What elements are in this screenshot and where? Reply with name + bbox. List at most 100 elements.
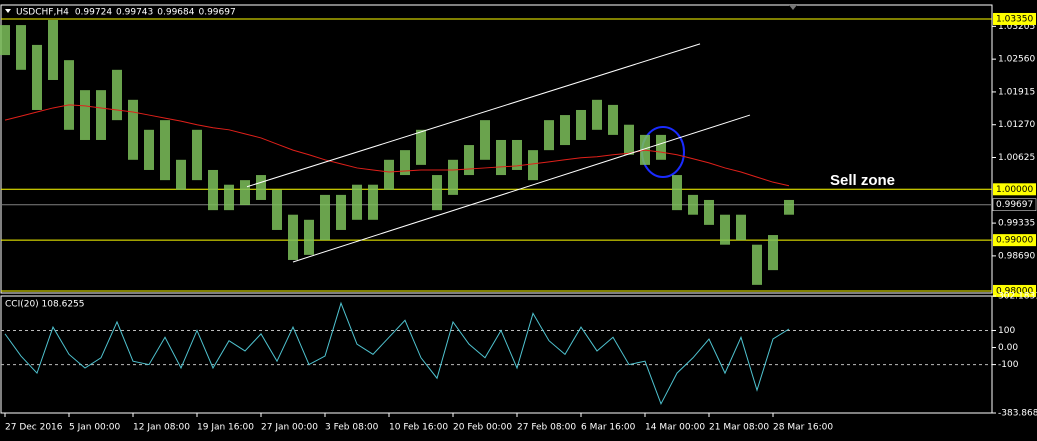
- price-bar: [224, 184, 234, 211]
- level-label-bg: [993, 183, 1036, 196]
- y-tick-label: -383.8683: [998, 409, 1037, 419]
- level-label: 0.99000: [996, 236, 1033, 246]
- price-bar: [400, 150, 410, 176]
- cci-line: [4, 301, 790, 406]
- x-tick-label: 27 Feb 08:00: [517, 423, 576, 433]
- price-bar: [144, 129, 154, 170]
- price-bar: [0, 25, 10, 56]
- level-label-bg: [992, 198, 1037, 211]
- y-tick-label: 1.01915: [998, 87, 1035, 97]
- x-tick-label: 27 Dec 2016: [5, 423, 63, 433]
- price-bar: [608, 104, 618, 135]
- price-bar: [336, 194, 346, 230]
- menu-icon[interactable]: [5, 9, 11, 13]
- y-tick-label: -100: [998, 360, 1019, 370]
- price-bar: [528, 150, 538, 181]
- price-bar: [208, 169, 218, 211]
- price-bar: [368, 184, 378, 220]
- level-label: 1.03350: [996, 14, 1033, 24]
- price-bar: [496, 139, 506, 176]
- price-bar: [784, 199, 794, 215]
- price-bar: [656, 134, 666, 160]
- price-bar: [672, 175, 682, 211]
- x-tick-label: 20 Feb 00:00: [453, 423, 512, 433]
- y-tick-label: 0.98690: [998, 251, 1035, 261]
- level-label-bg: [993, 284, 1036, 297]
- price-bar: [304, 219, 314, 255]
- x-tick-label: 3 Feb 08:00: [325, 423, 379, 433]
- price-bar: [592, 99, 602, 130]
- price-bar: [320, 194, 330, 241]
- x-tick-label: 14 Mar 00:00: [645, 423, 705, 433]
- price-bar: [272, 189, 282, 230]
- x-tick-label: 19 Jan 16:00: [197, 423, 254, 433]
- header-value: 0.99684: [157, 8, 194, 18]
- price-bar: [192, 129, 202, 181]
- sell-zone-label: Sell zone: [830, 172, 895, 189]
- cci-title: CCI(20) 108.6255: [5, 300, 85, 310]
- header-value: 0.99743: [116, 8, 153, 18]
- price-bar: [416, 129, 426, 165]
- price-bar: [160, 120, 170, 181]
- price-bar: [480, 120, 490, 160]
- price-bar: [256, 175, 266, 200]
- price-bar: [432, 175, 442, 211]
- level-label: 0.99697: [996, 200, 1033, 210]
- price-bar: [464, 145, 474, 176]
- y-tick-label: 100: [998, 326, 1015, 336]
- y-tick-label: 1.02560: [998, 55, 1035, 65]
- price-bar: [624, 124, 634, 155]
- price-bar: [352, 184, 362, 220]
- x-tick-label: 28 Mar 16:00: [773, 423, 833, 433]
- price-bar: [240, 180, 250, 206]
- price-bar: [176, 159, 186, 190]
- price-bar: [80, 90, 90, 140]
- price-bar: [112, 69, 122, 121]
- price-bar: [48, 19, 58, 80]
- price-bar: [768, 235, 778, 271]
- price-bar: [736, 214, 746, 241]
- price-bar: [704, 199, 714, 225]
- level-label-bg: [993, 234, 1036, 247]
- price-bar: [128, 99, 138, 160]
- price-bar: [384, 159, 394, 190]
- price-bar: [512, 139, 522, 170]
- price-pane: [0, 4, 993, 294]
- cci-pane: [0, 295, 993, 414]
- header-value: 0.99697: [198, 8, 235, 18]
- y-tick-label: 0.99335: [998, 219, 1035, 229]
- trend-line: [292, 114, 751, 263]
- price-bar: [16, 25, 26, 70]
- price-bar: [688, 194, 698, 215]
- level-label-bg: [993, 12, 1036, 25]
- level-label: 1.00000: [996, 185, 1033, 195]
- x-tick-label: 5 Jan 00:00: [69, 423, 121, 433]
- level-label: 0.98000: [996, 286, 1033, 296]
- price-bar: [720, 214, 730, 245]
- x-tick-label: 6 Mar 16:00: [581, 423, 636, 433]
- price-bar: [288, 214, 298, 260]
- shift-marker: [789, 5, 797, 10]
- price-bar: [32, 44, 42, 110]
- y-tick-label: 302.1831: [998, 292, 1037, 302]
- x-tick-label: 12 Jan 08:00: [133, 423, 190, 433]
- x-tick-label: 10 Feb 16:00: [389, 423, 448, 433]
- header-value: 0.99724: [75, 8, 112, 18]
- price-bar: [96, 90, 106, 140]
- price-bar: [544, 120, 554, 151]
- price-bar: [560, 115, 570, 146]
- x-tick-label: 27 Jan 00:00: [261, 423, 318, 433]
- price-bar: [752, 244, 762, 285]
- symbol-title: USDCHF,H4: [16, 8, 69, 18]
- y-tick-label: 1.00625: [998, 153, 1035, 163]
- moving-average: [4, 104, 790, 187]
- price-bar: [448, 159, 458, 195]
- y-tick-label: 1.03205: [998, 22, 1035, 32]
- price-bar: [64, 60, 74, 130]
- price-bar: [576, 109, 586, 140]
- x-tick-label: 21 Mar 08:00: [709, 423, 769, 433]
- y-tick-label: 1.01270: [998, 120, 1035, 130]
- y-tick-label: 0.00: [998, 343, 1018, 353]
